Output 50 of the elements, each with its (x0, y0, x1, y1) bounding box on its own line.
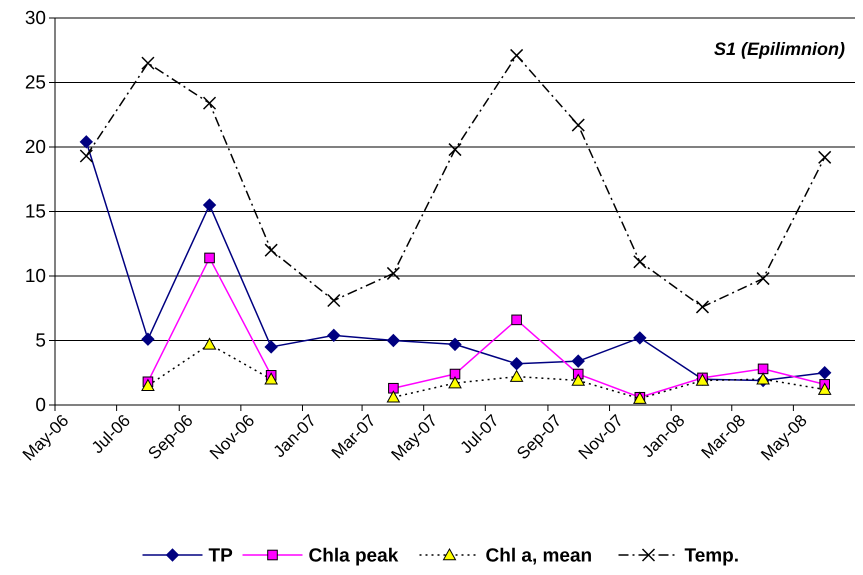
point (756, 272, 770, 286)
point (572, 374, 585, 386)
point (510, 370, 524, 382)
point (696, 300, 710, 314)
point (510, 357, 524, 370)
point (80, 135, 93, 148)
point (818, 366, 832, 380)
point (264, 340, 278, 354)
point (327, 294, 341, 308)
point (80, 149, 94, 163)
legend-label: Temp. (684, 546, 740, 567)
point (327, 328, 340, 342)
point (386, 390, 400, 403)
y-tick-label: 10 (24, 266, 46, 288)
point (633, 255, 647, 269)
y-tick-label: 20 (24, 137, 46, 158)
point (386, 334, 400, 347)
point (756, 372, 770, 384)
point (202, 96, 216, 110)
point (758, 364, 768, 374)
legend-label: Chla peak (308, 546, 399, 567)
y-tick-label: 0 (35, 395, 46, 416)
legend-label: Chl a, mean (486, 546, 592, 567)
point (510, 48, 524, 62)
point (264, 372, 278, 384)
annotation: S1 (Epilimnion) (714, 39, 845, 59)
point (511, 314, 522, 326)
point (203, 338, 216, 350)
point (818, 150, 832, 164)
y-tick-label: 5 (35, 330, 46, 352)
point (386, 266, 400, 280)
point (204, 252, 215, 264)
point (633, 331, 646, 344)
point (203, 198, 216, 212)
y-tick-label: 30 (24, 8, 46, 30)
point (141, 332, 154, 346)
point (388, 382, 399, 394)
point (571, 118, 585, 132)
point (448, 376, 462, 388)
point (141, 56, 155, 70)
point (450, 368, 460, 380)
point (141, 379, 154, 391)
legend-label: TP (208, 546, 234, 567)
point (448, 338, 462, 351)
y-tick-label: 15 (24, 202, 46, 223)
point (264, 243, 278, 257)
point (448, 142, 462, 156)
point (818, 383, 832, 395)
y-tick-label: 25 (24, 72, 46, 94)
point (572, 354, 585, 368)
